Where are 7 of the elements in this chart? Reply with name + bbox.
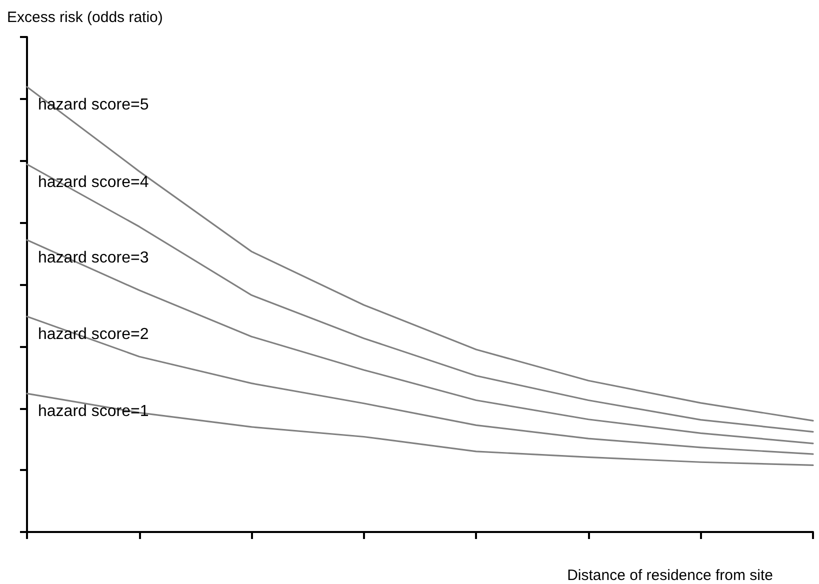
series-label: hazard score=4 (38, 174, 149, 191)
y-axis-title: Excess risk (odds ratio) (7, 9, 163, 26)
x-axis-title: Distance of residence from site (567, 567, 773, 584)
series-label: hazard score=2 (38, 326, 149, 344)
series-label: hazard score=3 (38, 249, 149, 266)
series-label: hazard score=5 (38, 96, 149, 114)
series-label: hazard score=1 (38, 403, 149, 420)
